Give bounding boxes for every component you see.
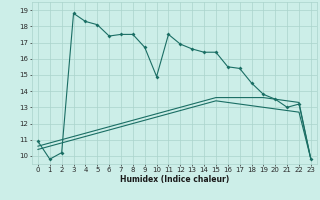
- X-axis label: Humidex (Indice chaleur): Humidex (Indice chaleur): [120, 175, 229, 184]
